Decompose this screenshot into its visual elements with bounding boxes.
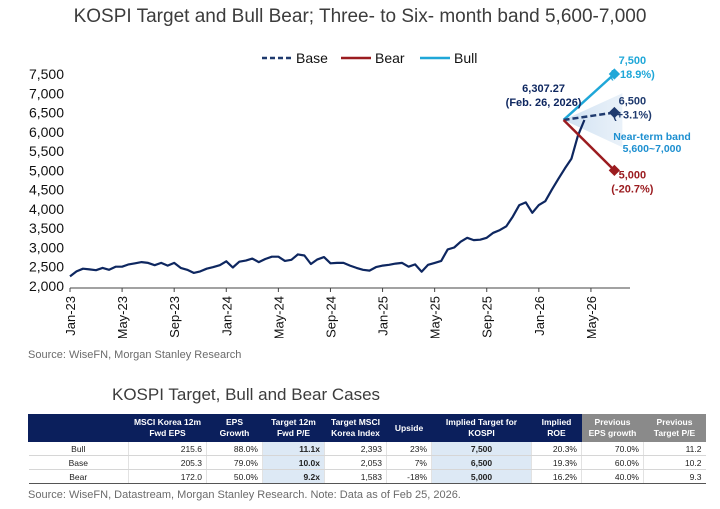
projection-base-value: 6,500: [619, 96, 647, 108]
row-label: Bear: [28, 469, 129, 484]
table-cell: 5,000: [431, 469, 532, 484]
y-tick-label: 3,000: [29, 239, 64, 255]
projection-bear-value: 5,000: [619, 169, 647, 181]
projection-bull-line: [562, 73, 616, 121]
y-tick-label: 6,000: [29, 124, 64, 140]
table-cell: 60.0%: [581, 455, 644, 470]
legend-label-bear: Bear: [375, 50, 405, 66]
table-cell: 20.3%: [531, 441, 582, 456]
legend-label-bull: Bull: [454, 50, 477, 66]
y-tick-label: 5,000: [29, 162, 64, 178]
table-source: Source: WiseFN, Datastream, Morgan Stanl…: [28, 489, 461, 501]
table-header-row: MSCI Korea 12m Fwd EPS EPS Growth Target…: [28, 414, 706, 442]
table-cell: 2,393: [324, 441, 387, 456]
x-tick-label: Jan-25: [376, 296, 391, 336]
x-tick-label: Jan-23: [63, 296, 78, 336]
header-cell: Upside: [386, 414, 432, 442]
x-tick-label: Jan-26: [532, 296, 547, 336]
y-tick-label: 5,500: [29, 143, 64, 159]
table-cell: 19.3%: [531, 455, 582, 470]
row-label: Bull: [28, 441, 129, 456]
x-axis: Jan-23 May-23 Sep-23 Jan-24 May-24 Sep-24 Jan-…: [63, 287, 630, 338]
table-cell: 40.0%: [581, 469, 644, 484]
table-cell: 9.2x: [262, 469, 325, 484]
y-tick-label: 3,500: [29, 220, 64, 236]
table-row: Base 205.3 79.0% 10.0x 2,053 7% 6,500 19…: [28, 455, 706, 470]
table-cell: 6,500: [431, 455, 532, 470]
table-row: Bull 215.6 88.0% 11.1x 2,393 23% 7,500 2…: [28, 441, 706, 456]
x-tick-label: May-25: [428, 296, 443, 338]
x-tick-label: Sep-23: [167, 296, 182, 338]
last-point-date: (Feb. 26, 2026): [506, 97, 582, 109]
header-cell: Target MSCI Korea Index: [324, 414, 387, 442]
table-cell: 172.0: [128, 469, 207, 484]
table-cell: -18%: [386, 469, 432, 484]
y-tick-label: 4,000: [29, 201, 64, 217]
y-axis: 7,500 7,000 6,500 6,000 5,500 5,000 4,500 4,000…: [29, 66, 64, 294]
x-tick-label: Jan-24: [219, 296, 234, 336]
y-tick-label: 7,500: [29, 66, 64, 82]
table-cell: 2,053: [324, 455, 387, 470]
chart-legend: Base Bear Bull: [262, 50, 477, 66]
table-cell: 23%: [386, 441, 432, 456]
table-cell: 50.0%: [206, 469, 263, 484]
projection-bear-change: (-20.7%): [611, 183, 654, 195]
table-cell: 10.0x: [262, 455, 325, 470]
band-label: Near-term band: [613, 131, 691, 143]
chart-source: Source: WiseFN, Morgan Stanley Research: [28, 349, 242, 361]
chart-title: KOSPI Target and Bull Bear; Three- to Si…: [73, 6, 647, 27]
x-tick-label: Sep-25: [480, 296, 495, 338]
row-label: Base: [28, 455, 129, 470]
table-cell: 11.1x: [262, 441, 325, 456]
projection-bull-change: (+18.9%): [610, 69, 655, 81]
annotation-labels: 6,307.27 (Feb. 26, 2026) 7,500 (+18.9%) 6,50…: [506, 55, 691, 195]
kospi-series: [69, 119, 586, 278]
x-tick-label: May-26: [584, 296, 599, 338]
x-tick-label: Sep-24: [323, 296, 338, 338]
projection-bear-line: [562, 119, 616, 172]
y-tick-label: 4,500: [29, 182, 64, 198]
kospi-line-chart: Base Bear Bull 7,500 7,000 6,500 6,000 5,500 5,…: [29, 50, 691, 338]
header-cell: Implied Target for KOSPI: [431, 414, 532, 442]
y-tick-label: 6,500: [29, 105, 64, 121]
table-cell: 1,583: [324, 469, 387, 484]
y-tick-label: 2,000: [29, 278, 64, 294]
table-cell: 10.2: [643, 455, 706, 470]
table-cell: 9.3: [643, 469, 706, 484]
header-cell: Previous EPS growth: [581, 414, 644, 442]
near-term-band: [563, 93, 623, 148]
near-term-band-area: [563, 93, 623, 148]
table-cell: 88.0%: [206, 441, 263, 456]
header-cell: MSCI Korea 12m Fwd EPS: [128, 414, 207, 442]
table-cell: 7%: [386, 455, 432, 470]
table-cell: 79.0%: [206, 455, 263, 470]
projection-base-change: (+3.1%): [613, 110, 652, 122]
projection-bear-marker: [608, 164, 621, 177]
table-cell: 16.2%: [531, 469, 582, 484]
table-cell: 11.2: [643, 441, 706, 456]
y-tick-label: 7,000: [29, 85, 64, 101]
header-cell: [28, 414, 129, 442]
legend-label-base: Base: [296, 50, 328, 66]
y-tick-label: 2,500: [29, 259, 64, 275]
table-cell: 70.0%: [581, 441, 644, 456]
kospi-history-line: [69, 119, 586, 278]
table-cell: 215.6: [128, 441, 207, 456]
projection-bull-value: 7,500: [619, 55, 647, 67]
x-tick-label: May-23: [115, 296, 130, 338]
header-cell: Implied ROE: [531, 414, 582, 442]
cases-table: MSCI Korea 12m Fwd EPS EPS Growth Target…: [28, 414, 706, 484]
table-cell: 205.3: [128, 455, 207, 470]
header-cell: EPS Growth: [206, 414, 263, 442]
last-point-value: 6,307.27: [522, 83, 565, 95]
table-cell: 7,500: [431, 441, 532, 456]
table-title: KOSPI Target, Bull and Bear Cases: [112, 385, 381, 404]
header-cell: Target 12m Fwd P/E: [262, 414, 325, 442]
x-tick-label: May-24: [271, 296, 286, 338]
table-row: Bear 172.0 50.0% 9.2x 1,583 -18% 5,000 1…: [28, 469, 706, 484]
band-range: 5,600~7,000: [623, 143, 682, 155]
header-cell: Previous Target P/E: [643, 414, 706, 442]
